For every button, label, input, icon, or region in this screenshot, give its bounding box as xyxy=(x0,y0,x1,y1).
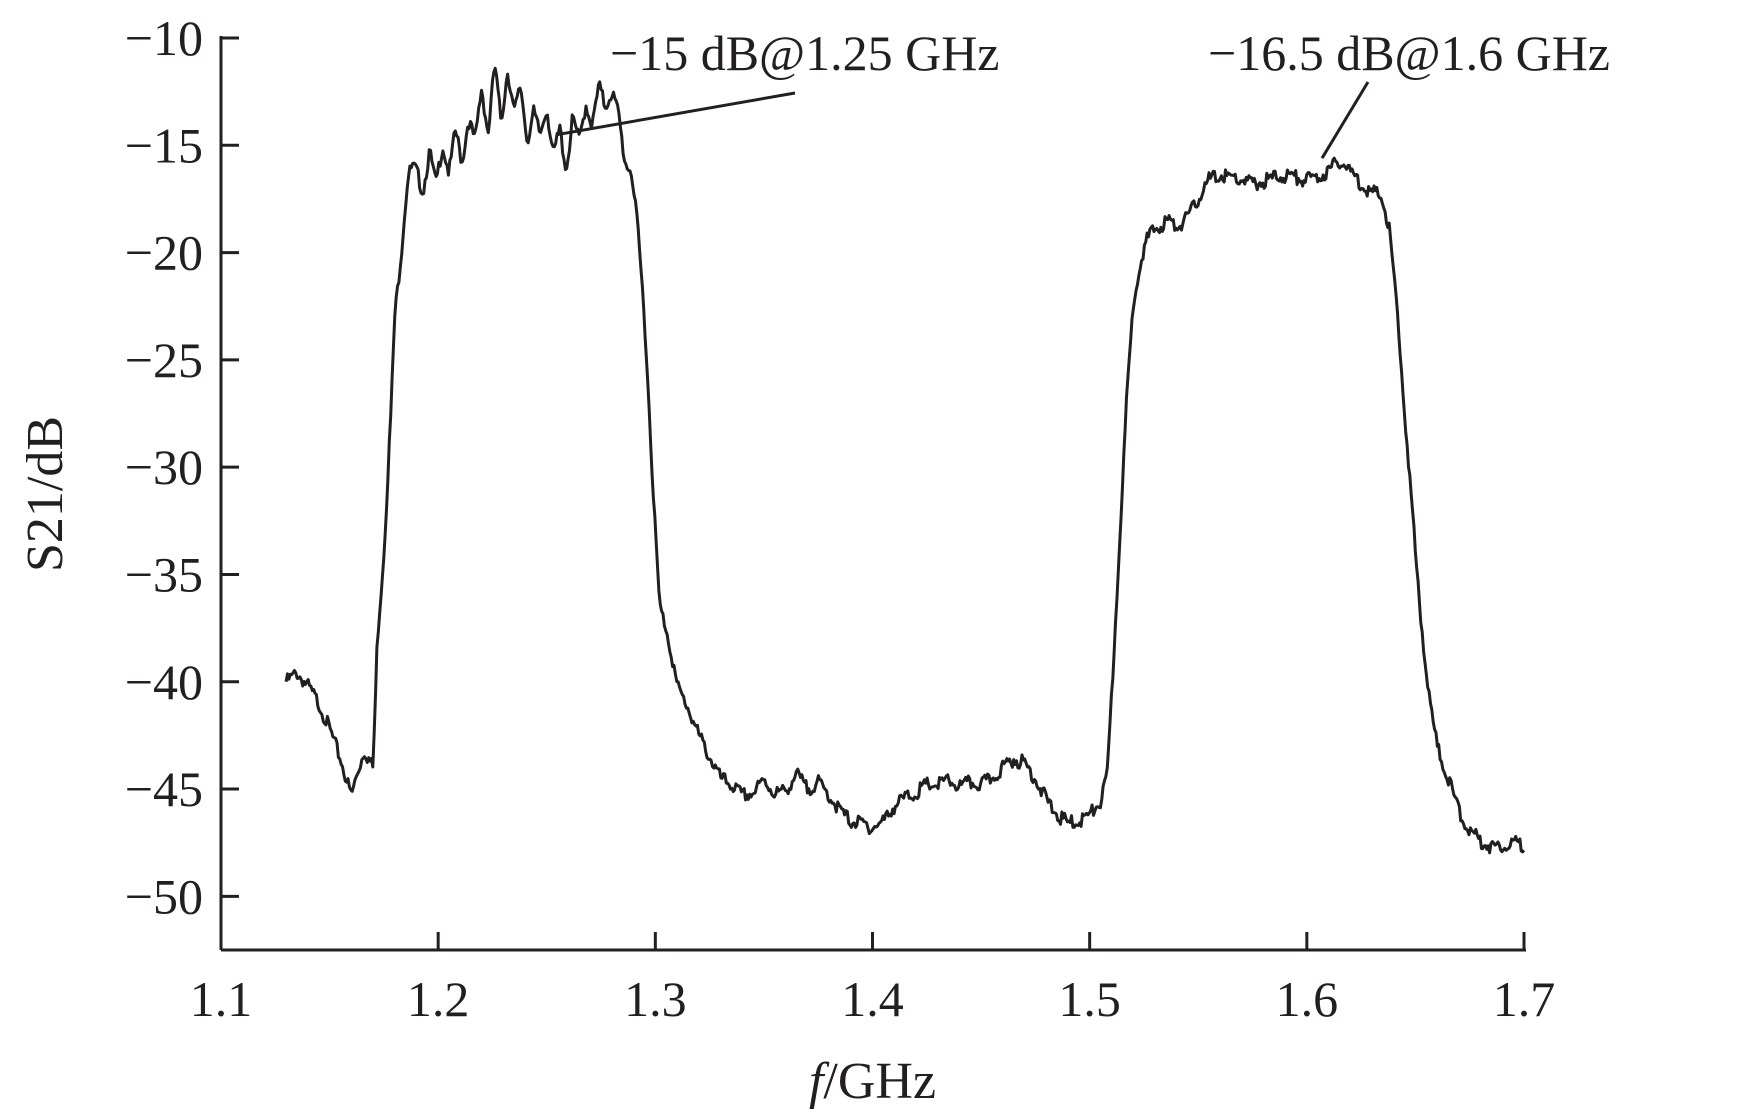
y-tick-label: −40 xyxy=(125,654,203,710)
y-ticks: −10 −15 −20 −25 −30 −35 −40 −45 −50 xyxy=(125,10,239,924)
y-tick-label: −50 xyxy=(125,868,203,924)
x-axis-label: f/GHz xyxy=(809,1053,936,1110)
annotation-label: −16.5 dB@1.6 GHz xyxy=(1208,25,1610,81)
annotation-label: −15 dB@1.25 GHz xyxy=(610,25,1000,81)
x-tick-label: 1.2 xyxy=(407,971,470,1027)
x-tick-label: 1.4 xyxy=(841,971,904,1027)
annotations: −15 dB@1.25 GHz −16.5 dB@1.6 GHz xyxy=(557,25,1610,159)
x-axis-label-rest: /GHz xyxy=(823,1053,936,1110)
y-tick-label: −30 xyxy=(125,439,203,495)
annotation-leader xyxy=(1320,81,1370,159)
y-tick-label: −25 xyxy=(125,332,203,388)
y-tick-label: −20 xyxy=(125,225,203,281)
axes xyxy=(219,36,1526,952)
x-tick-label: 1.5 xyxy=(1058,971,1121,1027)
y-tick-label: −45 xyxy=(125,761,203,817)
x-tick-label: 1.7 xyxy=(1493,971,1556,1027)
x-tick-label: 1.1 xyxy=(190,971,253,1027)
x-ticks: 1.1 1.2 1.3 1.4 1.5 1.6 1.7 xyxy=(190,932,1556,1027)
y-tick-label: −10 xyxy=(125,10,203,66)
x-tick-label: 1.3 xyxy=(624,971,687,1027)
series-line xyxy=(284,66,1526,855)
annotation-leader xyxy=(557,91,796,137)
x-tick-label: 1.6 xyxy=(1276,971,1339,1027)
y-tick-label: −35 xyxy=(125,546,203,602)
y-axis-label: S21/dB xyxy=(17,416,74,572)
y-tick-label: −15 xyxy=(125,117,203,173)
